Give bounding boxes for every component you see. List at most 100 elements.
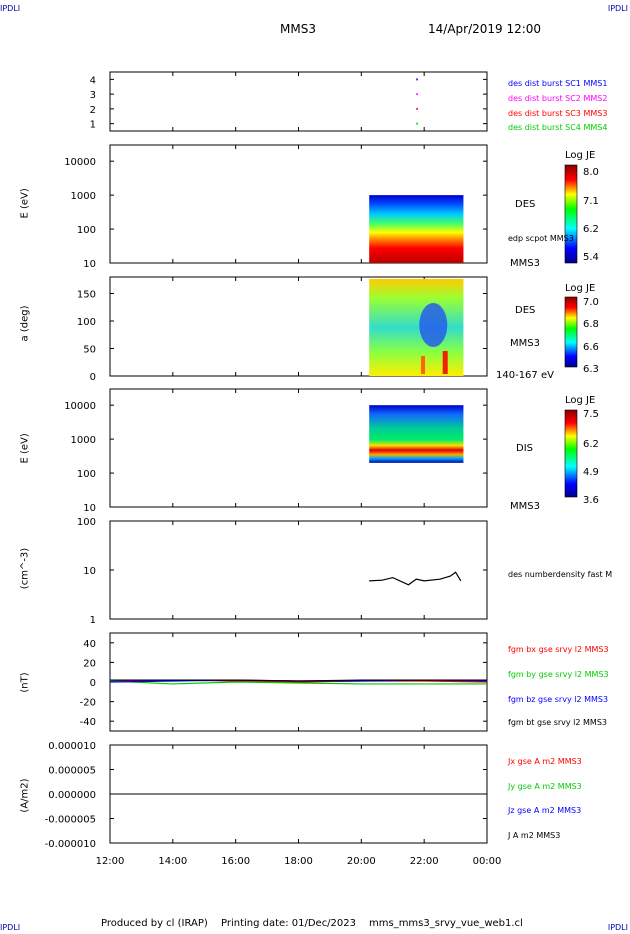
cb1-tick-1: 7.1 bbox=[583, 196, 599, 207]
cb1-tick-2: 6.2 bbox=[583, 224, 599, 235]
burst-point bbox=[416, 78, 418, 81]
y-tick-label-des_pitch: 50 bbox=[83, 345, 96, 356]
y-tick-label-bfield: -40 bbox=[80, 717, 96, 728]
panel-frame-density bbox=[109, 520, 488, 620]
cb2-title: Log JE bbox=[565, 283, 596, 294]
density-ylabel: (cm^-3) bbox=[19, 547, 31, 590]
current-legend-jx: Jx gse A m2 MMS3 bbox=[508, 757, 582, 766]
y-tick-label-des_energy: 10 bbox=[83, 259, 96, 270]
cb3-tick-2: 4.9 bbox=[583, 467, 599, 478]
y-tick-label-bfield: 0 bbox=[90, 678, 96, 689]
dis-energy-right2: MMS3 bbox=[510, 501, 540, 512]
bfield-legend-bt: fgm bt gse srvy l2 MMS3 bbox=[508, 718, 607, 727]
cb3-tick-0: 7.5 bbox=[583, 409, 599, 420]
des-energy-spectrogram bbox=[369, 195, 464, 263]
y-tick-label-density: 100 bbox=[77, 517, 96, 528]
y-tick-label-des_energy: 100 bbox=[77, 225, 96, 236]
colorbar-2 bbox=[564, 296, 578, 368]
footer-produced-by: Produced by cl (IRAP) bbox=[101, 918, 208, 929]
cb3-tick-3: 3.6 bbox=[583, 495, 599, 506]
colorbar-3 bbox=[564, 409, 578, 498]
corner-logo-br: IPDLI bbox=[607, 923, 628, 932]
bfield-line bbox=[109, 680, 487, 685]
y-tick-label-burst: 4 bbox=[90, 75, 96, 86]
y-tick-label-des_pitch: 100 bbox=[77, 317, 96, 328]
burst-legend-3: des dist burst SC3 MMS3 bbox=[508, 109, 608, 118]
footer-printing-date: Printing date: 01/Dec/2023 bbox=[221, 918, 357, 929]
burst-point bbox=[416, 107, 418, 110]
current-legend-jz: Jz gse A m2 MMS3 bbox=[508, 806, 582, 815]
des-pitch-ylabel: a (deg) bbox=[19, 305, 31, 342]
y-tick-label-dis_energy: 100 bbox=[77, 469, 96, 480]
burst-legend-1: des dist burst SC1 MMS1 bbox=[508, 79, 608, 88]
y-tick-label-density: 1 bbox=[90, 615, 96, 626]
des-energy-right2: edp scpot MMS3 bbox=[508, 234, 574, 243]
des-pitch-feature bbox=[419, 303, 448, 347]
x-tick-label: 22:00 bbox=[410, 856, 439, 867]
burst-point bbox=[416, 122, 418, 125]
cb2-tick-0: 7.0 bbox=[583, 297, 599, 308]
y-tick-label-bfield: -20 bbox=[80, 698, 96, 709]
des-pitch-feature bbox=[442, 351, 448, 374]
colorbar-1 bbox=[564, 164, 578, 264]
y-tick-label-density: 10 bbox=[83, 566, 96, 577]
y-tick-label-burst: 1 bbox=[90, 120, 96, 131]
burst-point bbox=[416, 93, 418, 96]
bfield-ylabel: (nT) bbox=[19, 672, 31, 693]
y-tick-label-bfield: 40 bbox=[83, 639, 96, 650]
density-line bbox=[369, 571, 462, 586]
x-tick-label: 12:00 bbox=[96, 856, 125, 867]
bfield-line bbox=[110, 679, 487, 682]
cb1-tick-3: 5.4 bbox=[583, 252, 599, 263]
corner-logo-bl: IPDLI bbox=[0, 923, 21, 932]
y-tick-label-des_energy: 1000 bbox=[71, 191, 96, 202]
des-pitch-spectrogram bbox=[369, 279, 464, 376]
des-pitch-right3: 140-167 eV bbox=[496, 370, 554, 381]
y-tick-label-des_pitch: 0 bbox=[90, 372, 96, 383]
y-tick-label-des_energy: 10000 bbox=[64, 157, 96, 168]
spacecraft-title: MMS3 bbox=[280, 22, 316, 36]
density-legend: des numberdensity fast M bbox=[508, 570, 613, 579]
bfield-legend-by: fgm by gse srvy l2 MMS3 bbox=[508, 670, 609, 679]
dis-energy-right1: DIS bbox=[516, 443, 533, 454]
y-tick-label-current: 0.000005 bbox=[48, 766, 96, 777]
y-tick-label-bfield: 20 bbox=[83, 658, 96, 669]
current-legend-jy: Jy gse A m2 MMS3 bbox=[508, 782, 582, 791]
cb2-tick-1: 6.8 bbox=[583, 319, 599, 330]
des-pitch-feature bbox=[421, 356, 426, 374]
des-pitch-right2: MMS3 bbox=[510, 338, 540, 349]
des-pitch-right1: DES bbox=[515, 305, 536, 316]
y-tick-label-current: 0.000000 bbox=[48, 790, 96, 801]
corner-logo-tl: IPDLI bbox=[0, 4, 21, 13]
datetime-title: 14/Apr/2019 12:00 bbox=[428, 22, 542, 36]
y-tick-label-current: -0.000005 bbox=[45, 815, 96, 826]
panel-frame-burst bbox=[109, 71, 488, 132]
des-energy-right1: DES bbox=[515, 199, 536, 210]
y-tick-label-current: 0.000010 bbox=[48, 741, 96, 752]
y-tick-label-des_pitch: 150 bbox=[77, 290, 96, 301]
burst-legend-4: des dist burst SC4 MMS4 bbox=[508, 123, 608, 132]
des-energy-right3: MMS3 bbox=[510, 258, 540, 269]
y-tick-label-dis_energy: 1000 bbox=[71, 435, 96, 446]
current-ylabel: (A/m2) bbox=[19, 778, 31, 813]
dis-energy-spectrogram bbox=[369, 405, 464, 463]
corner-logo-tr: IPDLI bbox=[607, 4, 628, 13]
x-tick-label: 16:00 bbox=[221, 856, 250, 867]
y-tick-label-current: -0.000010 bbox=[45, 839, 96, 850]
x-tick-label: 18:00 bbox=[284, 856, 313, 867]
des-energy-ylabel: E (eV) bbox=[19, 188, 31, 219]
x-tick-label: 20:00 bbox=[347, 856, 376, 867]
cb2-tick-2: 6.6 bbox=[583, 342, 599, 353]
y-tick-label-burst: 3 bbox=[90, 90, 96, 101]
y-tick-label-dis_energy: 10 bbox=[83, 503, 96, 514]
cb1-tick-0: 8.0 bbox=[583, 167, 599, 178]
dis-energy-ylabel: E (eV) bbox=[19, 433, 31, 464]
current-legend-j: J A m2 MMS3 bbox=[508, 831, 561, 840]
y-tick-label-dis_energy: 10000 bbox=[64, 401, 96, 412]
bfield-legend-bx: fgm bx gse srvy l2 MMS3 bbox=[508, 645, 609, 654]
footer-filename: mms_mms3_srvy_vue_web1.cl bbox=[369, 918, 523, 929]
x-tick-label: 00:00 bbox=[473, 856, 502, 867]
cb2-tick-3: 6.3 bbox=[583, 364, 599, 375]
y-tick-label-burst: 2 bbox=[90, 105, 96, 116]
